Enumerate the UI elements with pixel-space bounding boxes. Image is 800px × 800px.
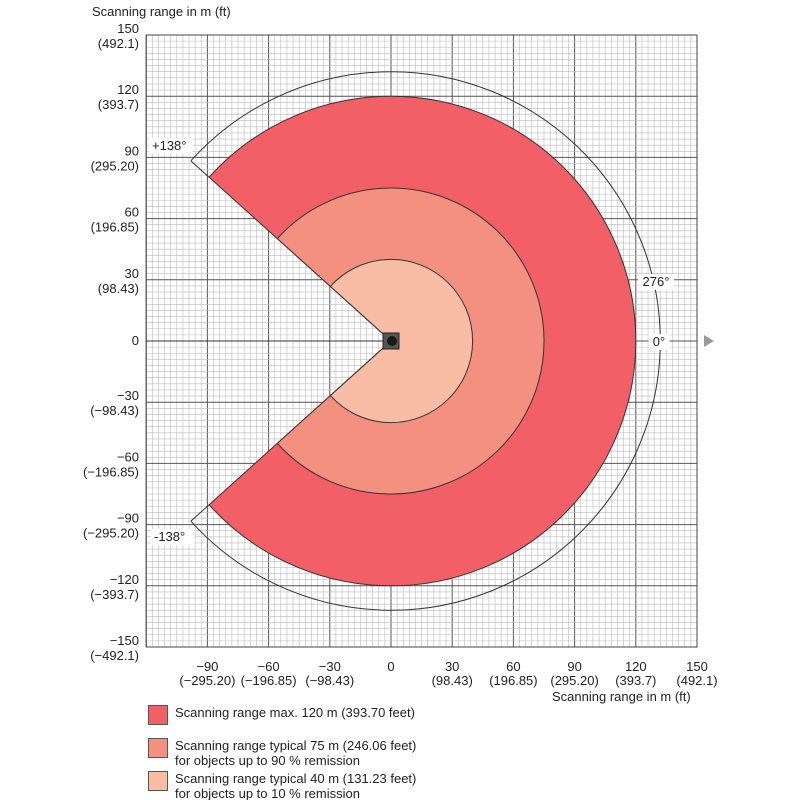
y-tick-label: −150 <box>110 633 139 648</box>
aperture-label: 276° <box>643 274 670 289</box>
y-axis-title: Scanning range in m (ft) <box>92 4 231 19</box>
x-tick-ft-label: (−196.85) <box>241 673 297 688</box>
y-tick-ft-label: (98.43) <box>98 281 139 296</box>
y-tick-label: 120 <box>117 82 139 97</box>
x-tick-ft-label: (−295.20) <box>179 673 235 688</box>
y-tick-ft-label: (196.85) <box>91 220 139 235</box>
y-tick-label: −30 <box>117 388 139 403</box>
legend-label: Scanning range typical 40 m (131.23 feet… <box>175 771 416 800</box>
y-tick-ft-label: (492.1) <box>98 36 139 51</box>
y-tick-ft-label: (295.20) <box>91 158 139 173</box>
y-tick-label: 60 <box>125 205 139 220</box>
y-tick-label: 150 <box>117 21 139 36</box>
x-tick-ft-label: (196.85) <box>489 673 537 688</box>
y-tick-label: 90 <box>125 143 139 158</box>
y-tick-ft-label: (−196.85) <box>83 464 139 479</box>
x-tick-ft-label: (98.43) <box>432 673 473 688</box>
angle-label-plus: +138° <box>152 138 186 153</box>
legend-swatch <box>148 771 168 791</box>
x-axis-title: Scanning range in m (ft) <box>552 689 691 704</box>
x-tick-label: 90 <box>567 659 581 674</box>
legend-title: Scanning range typical 40 m (131.23 feet… <box>175 771 417 786</box>
y-tick-ft-label: (−393.7) <box>90 587 139 602</box>
legend-subtitle: for objects up to 90 % remission <box>175 753 360 768</box>
angle-limit-line <box>190 504 210 522</box>
x-tick-ft-label: (393.7) <box>615 673 656 688</box>
zero-angle-label-bg <box>648 334 670 350</box>
y-tick-ft-label: (393.7) <box>98 97 139 112</box>
legend-title: Scanning range typical 75 m (246.06 feet… <box>175 738 417 753</box>
legend-label: Scanning range typical 75 m (246.06 feet… <box>175 738 416 768</box>
angle-label-minus: -138° <box>154 529 185 544</box>
x-tick-label: 120 <box>625 659 647 674</box>
sector-2 <box>329 258 474 424</box>
x-tick-label: 0 <box>387 659 394 674</box>
x-tick-ft-label: (−98.43) <box>305 673 354 688</box>
zero-angle-label: 0° <box>653 334 665 349</box>
legend-label: Scanning range max. 120 m (393.70 feet) <box>175 705 415 720</box>
direction-arrow-icon <box>704 335 714 347</box>
y-tick-label: −120 <box>110 572 139 587</box>
legend-title: Scanning range max. 120 m (393.70 feet) <box>175 705 415 720</box>
y-tick-label: −90 <box>117 511 139 526</box>
x-tick-ft-label: (492.1) <box>676 673 717 688</box>
x-tick-label: 60 <box>506 659 520 674</box>
y-tick-label: −60 <box>117 449 139 464</box>
x-tick-label: −30 <box>319 659 341 674</box>
x-tick-label: 30 <box>445 659 459 674</box>
x-tick-label: 150 <box>686 659 708 674</box>
legend-swatch <box>148 738 168 758</box>
legend-swatch <box>148 705 168 725</box>
angle-label-minus-bg <box>151 529 195 545</box>
y-tick-label: 0 <box>132 333 139 348</box>
angle-label-plus-bg <box>149 138 193 154</box>
y-tick-label: 30 <box>125 266 139 281</box>
x-tick-label: −60 <box>258 659 280 674</box>
scanner-lens-icon <box>387 336 397 346</box>
angle-limit-line <box>190 160 210 178</box>
aperture-label-bg <box>638 274 674 290</box>
y-tick-ft-label: (−98.43) <box>90 403 139 418</box>
x-tick-ft-label: (295.20) <box>550 673 598 688</box>
y-tick-ft-label: (−492.1) <box>90 648 139 663</box>
y-tick-ft-label: (−295.20) <box>83 526 139 541</box>
legend-subtitle: for objects up to 10 % remission <box>175 786 360 800</box>
x-tick-label: −90 <box>196 659 218 674</box>
